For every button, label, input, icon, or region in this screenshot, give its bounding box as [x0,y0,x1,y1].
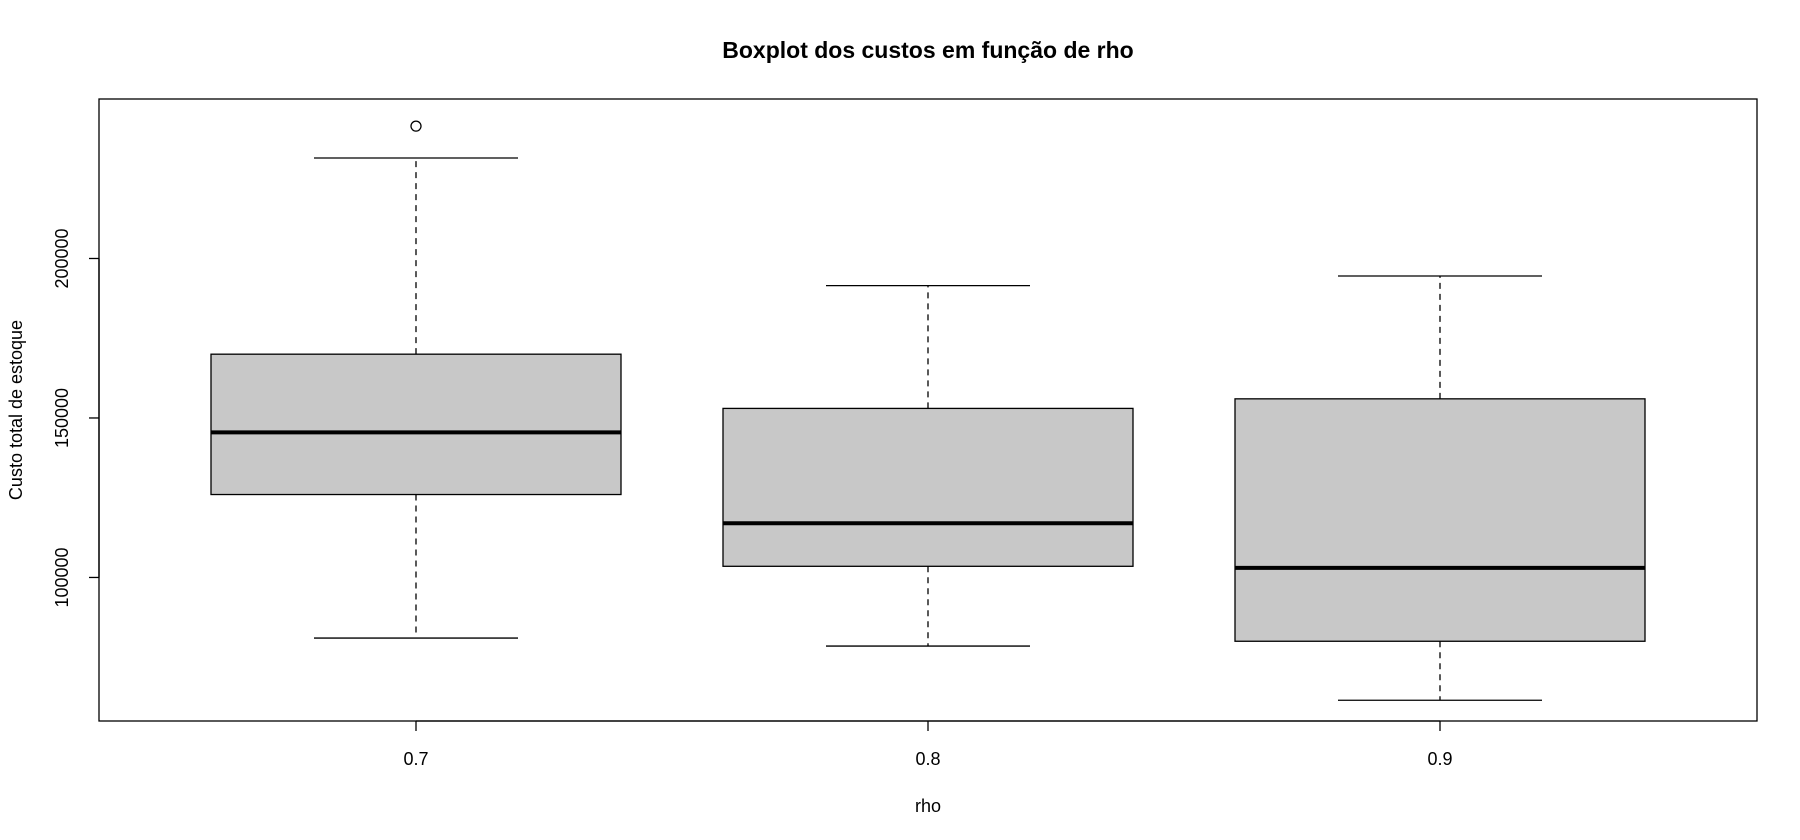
iqr-box [210,353,622,496]
boxes-layer [210,120,1646,701]
outlier-point [410,120,422,132]
y-axis-label: Custo total de estoque [6,320,26,500]
y-tick-label: 200000 [52,228,72,288]
x-axis-label: rho [915,796,941,816]
box-0.7 [210,120,622,639]
x-tick-label: 0.7 [403,749,428,769]
iqr-box [722,407,1134,567]
box-0.9 [1234,275,1646,701]
x-tick-label: 0.8 [915,749,940,769]
y-axis: 100000 150000 200000 [52,228,100,608]
chart-title: Boxplot dos custos em função de rho [722,37,1133,63]
y-tick-label: 150000 [52,388,72,448]
iqr-box [1234,398,1646,642]
x-tick-label: 0.9 [1427,749,1452,769]
y-tick-label: 100000 [52,547,72,607]
x-axis: 0.7 0.8 0.9 [403,720,1453,769]
box-0.8 [722,284,1134,647]
